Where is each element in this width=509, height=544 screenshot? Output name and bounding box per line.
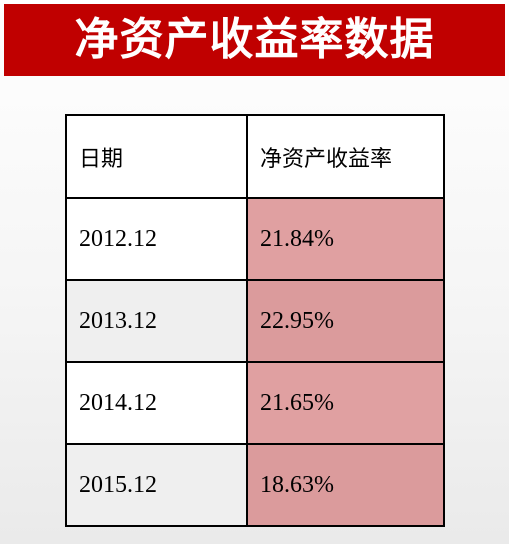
page-title: 净资产收益率数据 [74, 14, 435, 65]
date-cell: 2013.12 [65, 279, 248, 363]
table-row: 2012.12 21.84% [65, 197, 445, 281]
roe-cell: 21.65% [246, 361, 445, 445]
table-row: 2015.12 18.63% [65, 443, 445, 527]
date-cell: 2015.12 [65, 443, 248, 527]
table-header-row: 日期 净资产收益率 [65, 114, 445, 199]
header-roe-label: 净资产收益率 [260, 146, 393, 172]
table-row: 2014.12 21.65% [65, 361, 445, 445]
roe-cell: 22.95% [246, 279, 445, 363]
roe-table: 日期 净资产收益率 2012.12 21.84% 2013.12 22.95% … [65, 114, 445, 527]
date-cell: 2014.12 [65, 361, 248, 445]
header-roe: 净资产收益率 [246, 114, 445, 199]
roe-cell: 21.84% [246, 197, 445, 281]
date-cell: 2012.12 [65, 197, 248, 281]
table-row: 2013.12 22.95% [65, 279, 445, 363]
roe-cell: 18.63% [246, 443, 445, 527]
header-date: 日期 [65, 114, 248, 199]
header-date-label: 日期 [79, 146, 124, 172]
title-banner: 净资产收益率数据 [4, 4, 505, 76]
